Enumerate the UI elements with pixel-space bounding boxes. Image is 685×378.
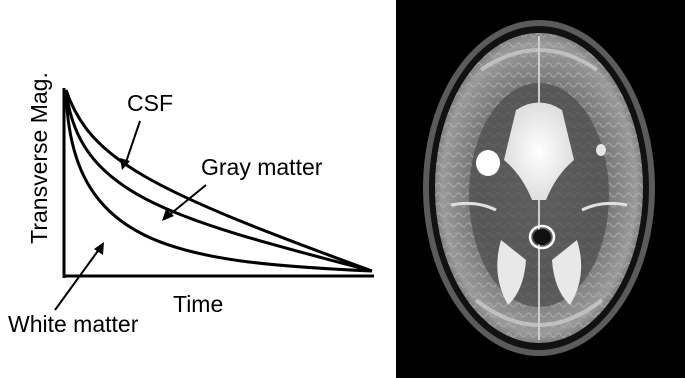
csf-arrowhead — [120, 158, 130, 170]
small-lesion-right — [596, 144, 606, 156]
sylvian-right — [581, 201, 628, 212]
occipital-horn-left — [497, 240, 526, 305]
white-matter-label: White matter — [8, 311, 139, 337]
y-axis-label: Transverse Mag. — [26, 72, 52, 244]
brain-mri-image — [396, 0, 685, 378]
pineal-ring — [528, 224, 556, 250]
posterior-cortex — [474, 298, 604, 327]
hyperintense-lesion — [476, 150, 500, 176]
gray-matter-label: Gray matter — [201, 154, 323, 180]
csf-curve — [64, 89, 373, 273]
frontal-cortex — [479, 48, 599, 72]
x-axis-label: Time — [173, 291, 223, 317]
sylvian-left — [450, 201, 497, 212]
occipital-horn-right — [552, 240, 582, 305]
gray-matter-curve — [64, 89, 373, 273]
white-matter-curve — [64, 89, 373, 273]
white-matter-arrowhead — [94, 242, 104, 255]
t2-decay-diagram: Transverse Mag. Time CSF Gray matter Whi… — [8, 72, 374, 337]
csf-label: CSF — [127, 90, 173, 116]
csf-arrow — [124, 120, 141, 166]
lateral-ventricles — [504, 102, 574, 200]
gray-matter-arrow — [167, 184, 207, 217]
gray-matter-arrowhead — [162, 209, 174, 221]
pineal-region — [533, 229, 551, 245]
white-matter-arrow — [54, 247, 101, 311]
